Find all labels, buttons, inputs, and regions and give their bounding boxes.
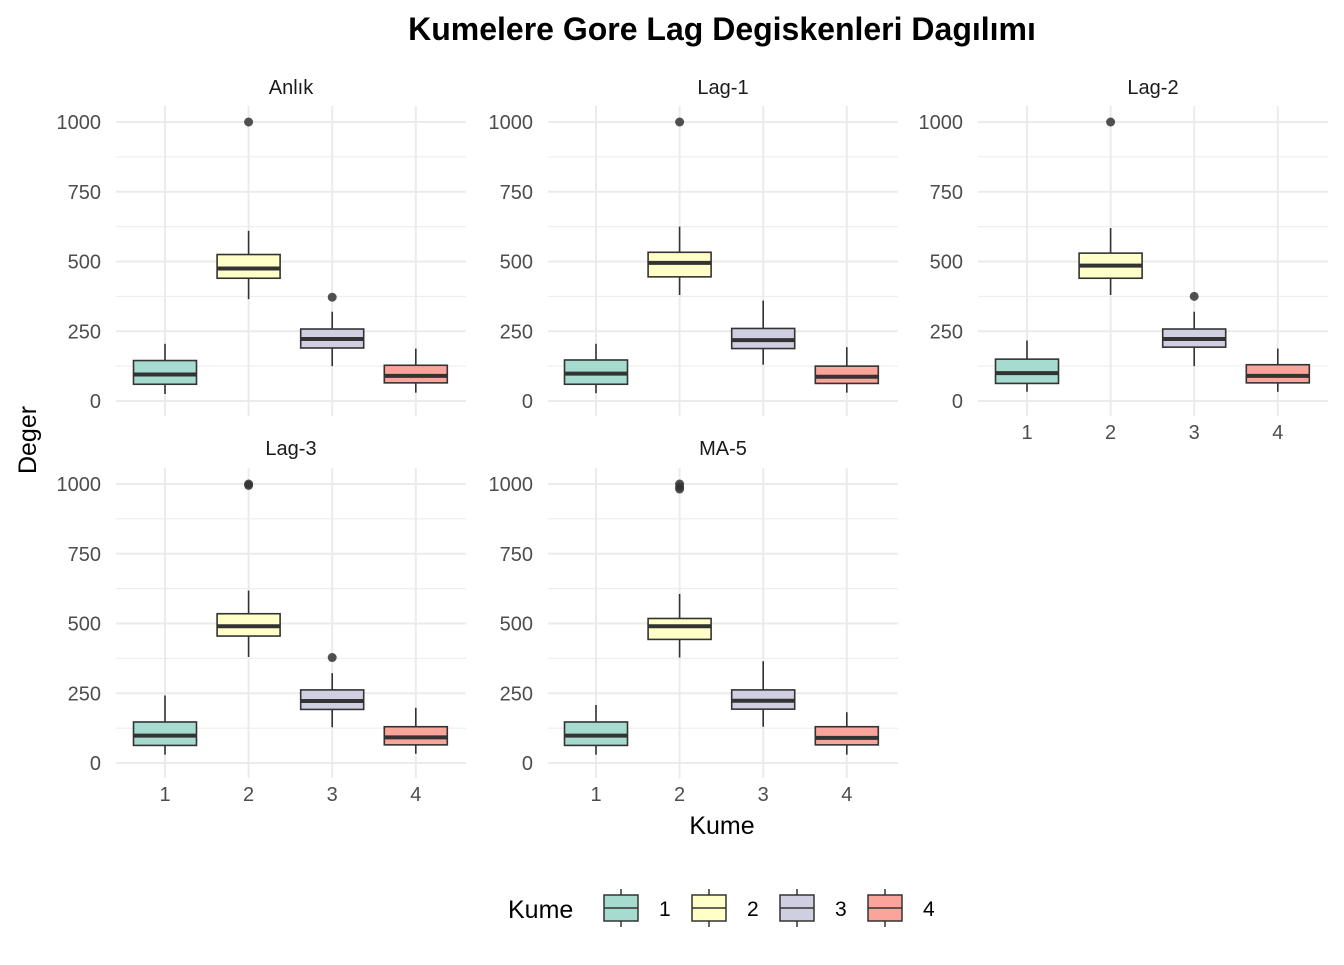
x-tick-label: 3 xyxy=(1189,422,1200,444)
legend-item-1: 1 xyxy=(603,889,671,927)
y-tick-label: 1000 xyxy=(489,474,534,496)
box-2 xyxy=(1078,117,1143,295)
box-3 xyxy=(730,661,796,727)
legend-label: 3 xyxy=(835,898,847,921)
outlier-point xyxy=(327,653,337,663)
chart-title: Kumelere Gore Lag Degiskenleri Dagılımı xyxy=(408,11,1036,47)
legend-title: Kume xyxy=(508,896,573,924)
legend-label: 1 xyxy=(659,898,671,921)
y-axis-title: Deger xyxy=(14,406,42,474)
y-tick-label: 250 xyxy=(500,683,533,705)
y-tick-label: 750 xyxy=(68,544,101,566)
box-4 xyxy=(814,347,880,393)
x-tick-label: 3 xyxy=(327,784,338,806)
x-tick-label: 2 xyxy=(674,784,685,806)
legend-item-2: 2 xyxy=(691,889,759,927)
y-tick-label: 0 xyxy=(90,753,101,775)
box-4 xyxy=(383,707,449,754)
outlier-point xyxy=(675,117,685,127)
x-tick-label: 1 xyxy=(590,784,601,806)
box-2 xyxy=(647,479,712,658)
facet-strip-label: MA-5 xyxy=(699,438,747,460)
facet-panel: 0 250 500 750 1000 MA-5 1 2 3 4 xyxy=(489,438,898,806)
box-iqr xyxy=(647,617,712,641)
x-tick-label: 1 xyxy=(1021,422,1032,444)
facet-panel: 0 250 500 750 1000 Anlık xyxy=(57,77,466,416)
x-tick-label: 4 xyxy=(841,784,852,806)
y-tick-label: 750 xyxy=(930,182,963,204)
y-tick-label: 500 xyxy=(68,614,101,636)
box-iqr xyxy=(1245,363,1311,384)
y-tick-label: 750 xyxy=(500,544,533,566)
facet-strip-label: Lag-2 xyxy=(1127,77,1178,99)
y-tick-label: 250 xyxy=(500,321,533,343)
x-tick-label: 2 xyxy=(243,784,254,806)
y-tick-label: 250 xyxy=(930,321,963,343)
box-2 xyxy=(216,117,281,300)
y-tick-label: 500 xyxy=(500,252,533,274)
facet-strip-label: Lag-1 xyxy=(697,77,748,99)
y-tick-label: 1000 xyxy=(919,112,964,134)
box-iqr xyxy=(216,253,281,280)
box-3 xyxy=(299,292,365,367)
x-tick-label: 4 xyxy=(1272,422,1283,444)
facet-strip-label: Anlık xyxy=(269,77,314,99)
outlier-point xyxy=(327,292,337,302)
outlier-point xyxy=(1106,117,1116,127)
x-tick-label: 4 xyxy=(410,784,421,806)
x-tick-label: 3 xyxy=(758,784,769,806)
x-tick-label: 1 xyxy=(159,784,170,806)
box-iqr xyxy=(132,359,198,386)
box-1 xyxy=(563,343,629,394)
legend-item-3: 3 xyxy=(779,889,847,927)
y-tick-label: 500 xyxy=(930,252,963,274)
box-2 xyxy=(216,479,281,657)
y-tick-label: 500 xyxy=(68,252,101,274)
y-tick-label: 0 xyxy=(522,391,533,413)
box-1 xyxy=(132,343,198,395)
x-axis-title: Kume xyxy=(689,812,754,840)
y-tick-label: 750 xyxy=(68,182,101,204)
facet-panel: 0 250 500 750 1000 Lag-2 1 2 3 4 xyxy=(919,77,1328,444)
box-2 xyxy=(647,117,712,295)
legend-item-4: 4 xyxy=(867,889,935,927)
y-tick-label: 1000 xyxy=(489,112,534,134)
y-tick-label: 750 xyxy=(500,182,533,204)
y-tick-label: 250 xyxy=(68,321,101,343)
box-iqr xyxy=(814,725,880,746)
facet-panels: 0 250 500 750 1000 Anlık 0 250 500 750 1000 Lag-1 0 2… xyxy=(57,77,1328,806)
box-4 xyxy=(383,348,449,393)
y-tick-label: 1000 xyxy=(57,112,102,134)
facet-panel: 0 250 500 750 1000 Lag-1 xyxy=(489,77,898,416)
y-tick-label: 1000 xyxy=(57,474,102,496)
legend-label: 2 xyxy=(747,898,759,921)
x-tick-label: 2 xyxy=(1105,422,1116,444)
box-3 xyxy=(299,653,365,728)
facet-panel: 0 250 500 750 1000 Lag-3 1 2 3 4 xyxy=(57,438,466,806)
box-1 xyxy=(994,340,1060,392)
y-tick-label: 500 xyxy=(500,614,533,636)
outlier-point xyxy=(244,479,254,489)
legend-label: 4 xyxy=(923,898,935,921)
box-3 xyxy=(730,300,796,365)
box-4 xyxy=(814,712,880,755)
y-tick-label: 0 xyxy=(522,753,533,775)
y-tick-label: 250 xyxy=(68,683,101,705)
legend: Kume 1 2 3 4 xyxy=(508,889,935,927)
y-tick-label: 0 xyxy=(90,391,101,413)
box-1 xyxy=(563,704,629,755)
y-tick-label: 0 xyxy=(952,391,963,413)
box-4 xyxy=(1245,348,1311,392)
facet-strip-label: Lag-3 xyxy=(265,438,316,460)
outlier-point xyxy=(244,117,254,127)
box-3 xyxy=(1161,291,1227,367)
outlier-point xyxy=(675,479,685,489)
outlier-point xyxy=(1189,291,1199,301)
box-1 xyxy=(132,695,198,755)
